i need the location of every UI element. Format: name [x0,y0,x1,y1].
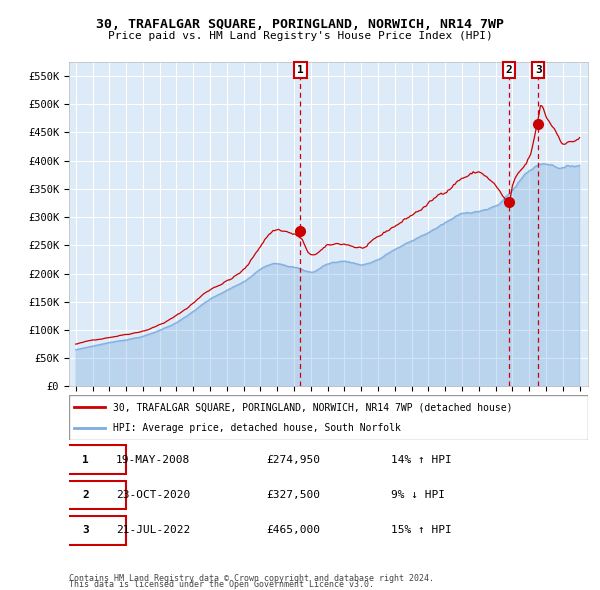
Text: Price paid vs. HM Land Registry's House Price Index (HPI): Price paid vs. HM Land Registry's House … [107,31,493,41]
Text: Contains HM Land Registry data © Crown copyright and database right 2024.: Contains HM Land Registry data © Crown c… [69,574,434,583]
Text: This data is licensed under the Open Government Licence v3.0.: This data is licensed under the Open Gov… [69,580,374,589]
Text: 14% ↑ HPI: 14% ↑ HPI [391,455,452,464]
Text: 3: 3 [82,526,89,535]
Text: £274,950: £274,950 [266,455,320,464]
Text: 19-MAY-2008: 19-MAY-2008 [116,455,190,464]
Text: 9% ↓ HPI: 9% ↓ HPI [391,490,445,500]
Text: 3: 3 [535,65,542,75]
Text: 2: 2 [506,65,512,75]
Text: 23-OCT-2020: 23-OCT-2020 [116,490,190,500]
Text: £327,500: £327,500 [266,490,320,500]
Text: 21-JUL-2022: 21-JUL-2022 [116,526,190,535]
Text: HPI: Average price, detached house, South Norfolk: HPI: Average price, detached house, Sout… [113,422,401,432]
Text: 30, TRAFALGAR SQUARE, PORINGLAND, NORWICH, NR14 7WP (detached house): 30, TRAFALGAR SQUARE, PORINGLAND, NORWIC… [113,402,512,412]
Text: 15% ↑ HPI: 15% ↑ HPI [391,526,452,535]
Text: 30, TRAFALGAR SQUARE, PORINGLAND, NORWICH, NR14 7WP: 30, TRAFALGAR SQUARE, PORINGLAND, NORWIC… [96,18,504,31]
FancyBboxPatch shape [69,395,588,440]
Text: 1: 1 [82,455,89,464]
FancyBboxPatch shape [46,481,126,509]
Text: 1: 1 [297,65,304,75]
FancyBboxPatch shape [46,445,126,474]
Text: £465,000: £465,000 [266,526,320,535]
FancyBboxPatch shape [46,516,126,545]
Text: 2: 2 [82,490,89,500]
